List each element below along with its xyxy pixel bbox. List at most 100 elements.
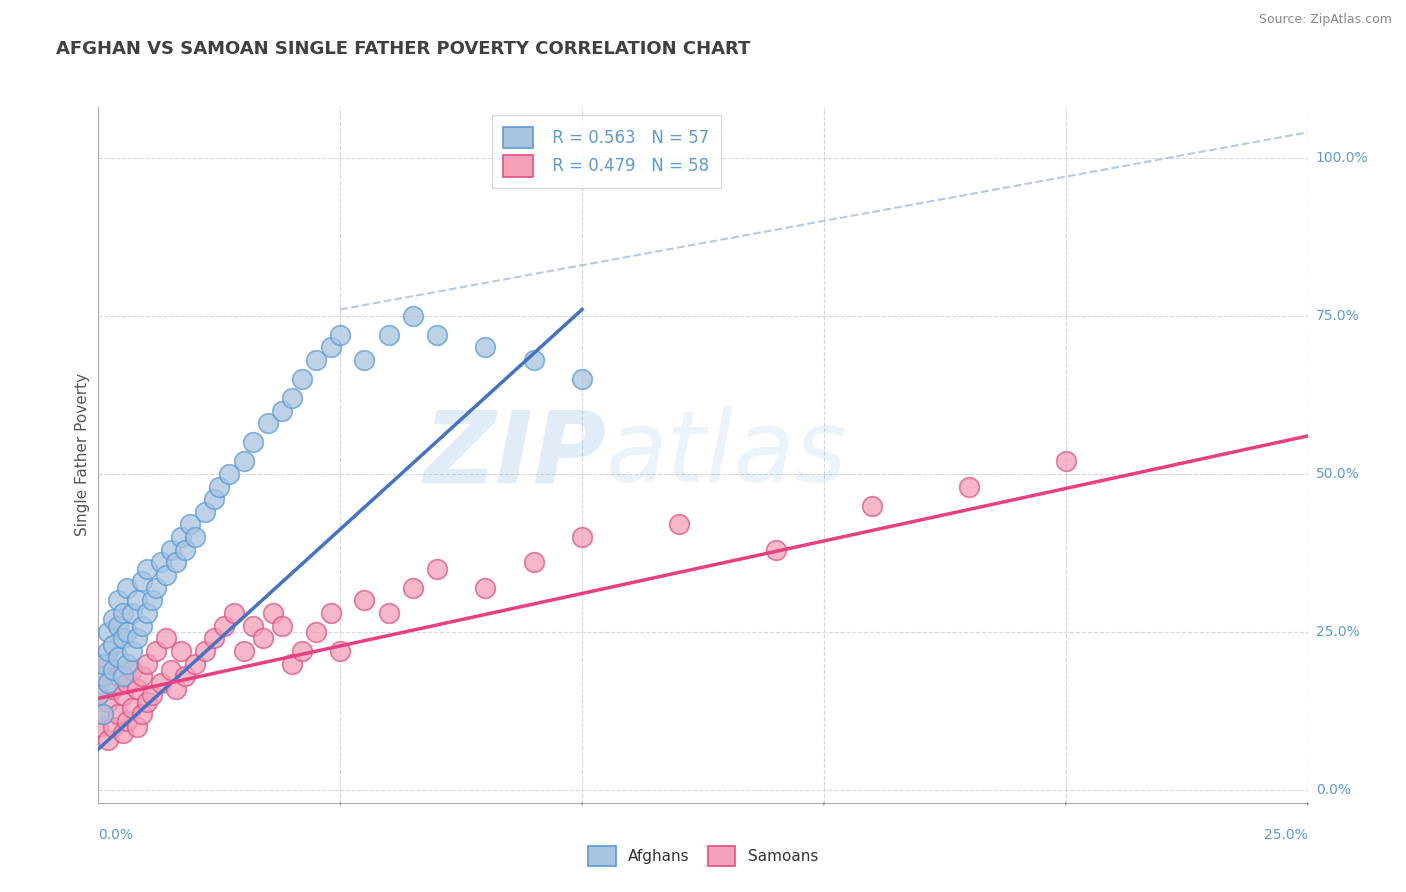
Point <box>117 675 139 690</box>
Point <box>97 675 120 690</box>
Point <box>218 467 240 481</box>
Point <box>957 479 980 493</box>
Point <box>169 530 191 544</box>
Point <box>222 606 245 620</box>
Point <box>87 720 110 734</box>
Legend: Afghans, Samoans: Afghans, Samoans <box>582 840 824 871</box>
Point <box>402 581 425 595</box>
Point <box>111 726 134 740</box>
Point <box>101 612 124 626</box>
Point <box>97 625 120 640</box>
Text: AFGHAN VS SAMOAN SINGLE FATHER POVERTY CORRELATION CHART: AFGHAN VS SAMOAN SINGLE FATHER POVERTY C… <box>56 40 751 58</box>
Point <box>165 556 187 570</box>
Point <box>145 644 167 658</box>
Point <box>131 618 153 632</box>
Text: 75.0%: 75.0% <box>1316 309 1360 323</box>
Point <box>204 492 226 507</box>
Text: 0.0%: 0.0% <box>1316 783 1351 797</box>
Point <box>131 669 153 683</box>
Point <box>271 403 294 417</box>
Text: ZIP: ZIP <box>423 407 606 503</box>
Point <box>141 688 163 702</box>
Point <box>402 309 425 323</box>
Point <box>232 454 254 468</box>
Point <box>169 644 191 658</box>
Point <box>111 669 134 683</box>
Point <box>232 644 254 658</box>
Point <box>242 618 264 632</box>
Point <box>194 505 217 519</box>
Point <box>107 707 129 722</box>
Point <box>256 417 278 431</box>
Point <box>127 681 149 696</box>
Point <box>290 372 312 386</box>
Point <box>377 606 399 620</box>
Point <box>160 542 183 557</box>
Point <box>474 340 496 354</box>
Point <box>329 327 352 342</box>
Point <box>117 714 139 728</box>
Point <box>135 695 157 709</box>
Point <box>121 644 143 658</box>
Point <box>91 707 114 722</box>
Point <box>145 581 167 595</box>
Point <box>208 479 231 493</box>
Point <box>281 391 304 405</box>
Point <box>242 435 264 450</box>
Point <box>319 340 342 354</box>
Point <box>179 517 201 532</box>
Point <box>111 632 134 646</box>
Point <box>141 593 163 607</box>
Point <box>101 638 124 652</box>
Point <box>91 707 114 722</box>
Point <box>101 720 124 734</box>
Point <box>107 669 129 683</box>
Point <box>135 562 157 576</box>
Point <box>571 372 593 386</box>
Point <box>117 625 139 640</box>
Point <box>160 663 183 677</box>
Point <box>319 606 342 620</box>
Point <box>377 327 399 342</box>
Point <box>271 618 294 632</box>
Point <box>174 542 197 557</box>
Point <box>523 353 546 368</box>
Point <box>97 695 120 709</box>
Point <box>290 644 312 658</box>
Point <box>121 663 143 677</box>
Point <box>135 657 157 671</box>
Text: 25.0%: 25.0% <box>1316 625 1360 639</box>
Point <box>97 732 120 747</box>
Point <box>135 606 157 620</box>
Text: 50.0%: 50.0% <box>1316 467 1360 481</box>
Point <box>101 663 124 677</box>
Point <box>426 562 449 576</box>
Text: 25.0%: 25.0% <box>1264 828 1308 842</box>
Point <box>87 688 110 702</box>
Point <box>194 644 217 658</box>
Point <box>212 618 235 632</box>
Point <box>155 632 177 646</box>
Point <box>204 632 226 646</box>
Point <box>127 720 149 734</box>
Point <box>97 644 120 658</box>
Point <box>165 681 187 696</box>
Text: Source: ZipAtlas.com: Source: ZipAtlas.com <box>1258 13 1392 27</box>
Point <box>281 657 304 671</box>
Point <box>117 581 139 595</box>
Point <box>91 669 114 683</box>
Point <box>1054 454 1077 468</box>
Point <box>131 574 153 589</box>
Point <box>111 606 134 620</box>
Point <box>305 353 328 368</box>
Point <box>174 669 197 683</box>
Point <box>131 707 153 722</box>
Text: atlas: atlas <box>606 407 848 503</box>
Point <box>523 556 546 570</box>
Point <box>155 568 177 582</box>
Point <box>121 701 143 715</box>
Point <box>127 593 149 607</box>
Point <box>91 669 114 683</box>
Point <box>127 632 149 646</box>
Point <box>101 681 124 696</box>
